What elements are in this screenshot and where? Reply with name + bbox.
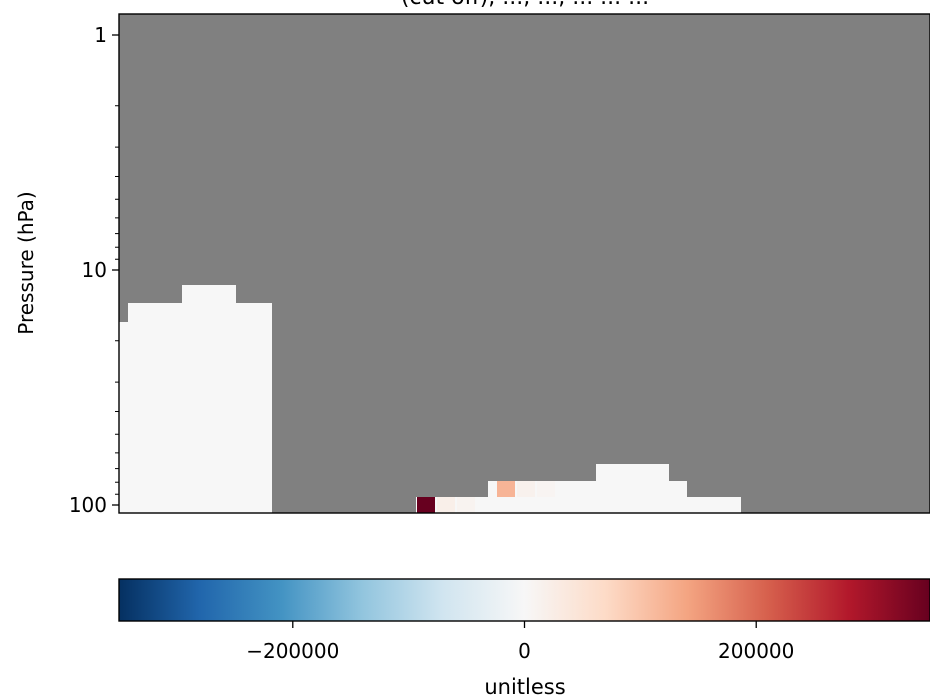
y-axis-ticks: 1 10 100 [69,23,119,517]
valid-data-region [416,464,741,513]
heatmap-cell [497,481,515,497]
colorbar-tick-label: 0 [518,639,531,663]
colorbar-label: unitless [484,675,565,699]
y-tick-label: 100 [69,493,107,517]
heatmap-cell [457,497,475,513]
y-axis-label: Pressure (hPa) [14,191,38,334]
heatmap-cell [537,481,555,497]
plot-frame [118,13,930,514]
valid-data-region [119,285,272,513]
colorbar-tick-label: −200000 [246,639,339,663]
colorbar-tick-label: 200000 [718,639,794,663]
colorbar-ticks: −200000 0 200000 [246,621,794,663]
heatmap-cell [417,497,435,513]
heatmap-area [119,14,930,513]
colorbar [118,578,930,622]
heatmap-cell [517,481,535,497]
y-tick-label: 10 [82,258,107,282]
chart-title: (cut off), ..., ..., ... ... ... [401,0,649,10]
heatmap-cell [437,497,455,513]
y-tick-label: 1 [94,23,107,47]
